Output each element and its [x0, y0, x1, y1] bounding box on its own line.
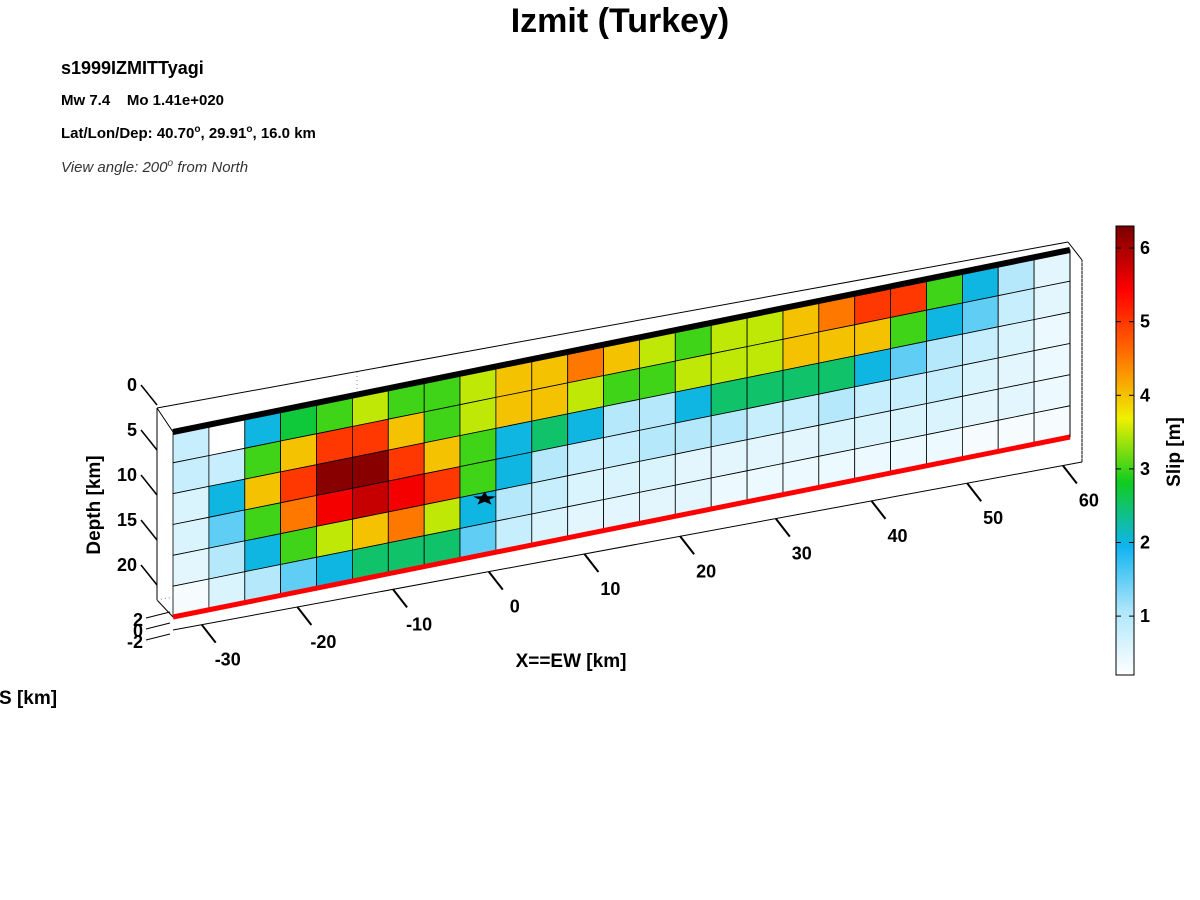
s-tick: [145, 622, 171, 630]
hypocenter-marker: [473, 491, 496, 505]
colorbar-tick-label: 2: [1140, 533, 1150, 553]
colorbar-tick-label: 1: [1140, 606, 1150, 626]
depth-tick: [140, 474, 158, 496]
degree-mark: o: [167, 158, 174, 169]
fault-edges: [172, 247, 1071, 620]
depth-tick-label: 0: [127, 375, 137, 395]
x-tick: [870, 500, 887, 520]
x-tick-label: 60: [1079, 491, 1099, 511]
depth-tick: [140, 384, 158, 406]
x-tick: [487, 571, 504, 591]
x-tick-label: 20: [696, 561, 716, 581]
x-tick-label: 50: [983, 508, 1003, 528]
box-edge: [156, 241, 1069, 409]
depth-tick-label: 20: [117, 555, 137, 575]
depth-tick-label: 15: [117, 510, 137, 530]
s-axis-label: S [km]: [0, 688, 57, 709]
x-tick: [679, 535, 695, 555]
depth-axis-label: Depth [km]: [84, 455, 105, 554]
location-line: Lat/Lon/Dep: 40.70o, 29.91o, 16.0 km: [61, 124, 316, 142]
colorbar-label: Slip [m]: [1164, 417, 1185, 487]
depth-tick: [140, 564, 158, 586]
x-tick-label: 30: [792, 544, 812, 564]
x-tick: [296, 606, 313, 626]
view-suffix: from North: [173, 159, 249, 176]
s-tick: [145, 611, 171, 619]
fault-bottom-edge: [172, 434, 1071, 620]
location-prefix: Lat/Lon/Dep:: [61, 125, 157, 142]
depth-tick-label: 10: [117, 465, 137, 485]
depth-tick-label: 5: [127, 420, 137, 440]
depth-value: 16.0 km: [260, 125, 316, 142]
view-prefix: View angle:: [61, 159, 143, 176]
s-tick: [145, 633, 171, 641]
colorbar-tick-label: 3: [1140, 459, 1150, 479]
x-tick-label: -20: [310, 632, 336, 652]
bounding-box-front: [156, 250, 1071, 437]
hypocenter-star: [473, 491, 496, 505]
view-angle-line: View angle: 200o from North: [61, 158, 248, 176]
mo-value: Mo 1.41e+020: [126, 92, 225, 109]
lon-value: 29.91: [208, 125, 247, 142]
view-angle-value: 200: [142, 159, 168, 176]
depth-tick: [140, 519, 158, 541]
box-edge: [156, 599, 174, 618]
colorbar: 1 2 3 4 5 6 Slip [m]: [1115, 225, 1185, 676]
x-tick: [966, 482, 982, 502]
s-tick-label: 2: [133, 610, 143, 630]
s-tick-label: 0: [133, 621, 143, 641]
x-tick-label: -10: [406, 614, 432, 634]
depth-tick: [140, 429, 158, 451]
mw-value: Mw 7.4: [61, 92, 111, 109]
colorbar-ticks: 1 2 3 4 5 6: [1116, 238, 1150, 626]
chart-title: Izmit (Turkey): [510, 2, 730, 40]
slip-cells: [172, 249, 1071, 618]
s-tick-label: -2: [127, 632, 143, 652]
lat-value: 40.70: [156, 125, 195, 142]
x-axis-ticks: -30 -20 -10 0 10 20 30 40 50 60: [200, 464, 1099, 670]
colorbar-gradient: [1115, 225, 1135, 676]
depth-axis-ticks: 0 5 10 15 20: [117, 375, 158, 586]
x-tick: [392, 588, 408, 608]
colorbar-tick-label: 5: [1140, 312, 1150, 332]
x-tick: [1062, 464, 1078, 485]
s-axis-ticks: 20-2: [127, 610, 171, 652]
x-axis-label: X==EW [km]: [516, 651, 627, 672]
x-tick-label: 0: [510, 597, 520, 617]
x-tick-label: -30: [215, 650, 241, 670]
degree-mark: o: [246, 124, 253, 135]
colorbar-tick-label: 4: [1140, 385, 1150, 405]
box-edge: [156, 407, 174, 433]
box-edge: [1067, 241, 1083, 261]
x-tick: [200, 624, 217, 644]
x-tick-label: 40: [887, 526, 907, 546]
magnitude-line: Mw 7.4 Mo 1.41e+020: [61, 92, 224, 109]
colorbar-tick-label: 6: [1140, 238, 1150, 258]
x-tick-label: 10: [600, 579, 620, 599]
x-tick: [583, 553, 600, 573]
fault-top-edge: [172, 247, 1071, 435]
x-tick: [775, 517, 791, 538]
event-id: s1999IZMITTyagi: [61, 58, 204, 78]
degree-mark: o: [194, 124, 201, 135]
box-edge: [172, 461, 1083, 631]
